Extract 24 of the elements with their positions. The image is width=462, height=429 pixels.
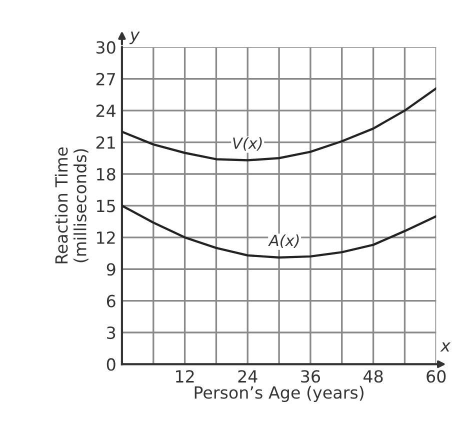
y-tick-label: 21 <box>96 136 115 149</box>
y-tick-label: 0 <box>106 358 116 371</box>
x-tick-label: 48 <box>364 370 383 383</box>
y-tick-label: 15 <box>97 200 115 212</box>
y-tick-label: 18 <box>97 168 116 181</box>
series-label: V(x) <box>233 137 262 151</box>
y-tick-label: 24 <box>96 104 116 117</box>
y-axis-title: Reaction Time (milliseconds) <box>54 147 88 264</box>
series-label: A(x) <box>268 234 299 248</box>
y-tick-label: 30 <box>96 41 116 54</box>
y-tick-label: 3 <box>107 326 116 340</box>
line-series <box>122 87 436 162</box>
y-tick-label: 9 <box>106 263 116 276</box>
y-tick-label: 6 <box>106 294 116 308</box>
y-tick-label: 27 <box>96 72 115 86</box>
text: y <box>129 32 140 44</box>
text: x <box>440 342 451 352</box>
x-tick-label: 24 <box>238 370 258 382</box>
y-tick-label: 12 <box>97 231 115 244</box>
x-tick-label: 60 <box>426 370 446 383</box>
x-axis-title: Person’s Age (years) <box>194 386 364 402</box>
x-tick-label: 12 <box>176 370 194 382</box>
x-tick-label: 36 <box>301 370 320 383</box>
line-series <box>122 204 436 259</box>
